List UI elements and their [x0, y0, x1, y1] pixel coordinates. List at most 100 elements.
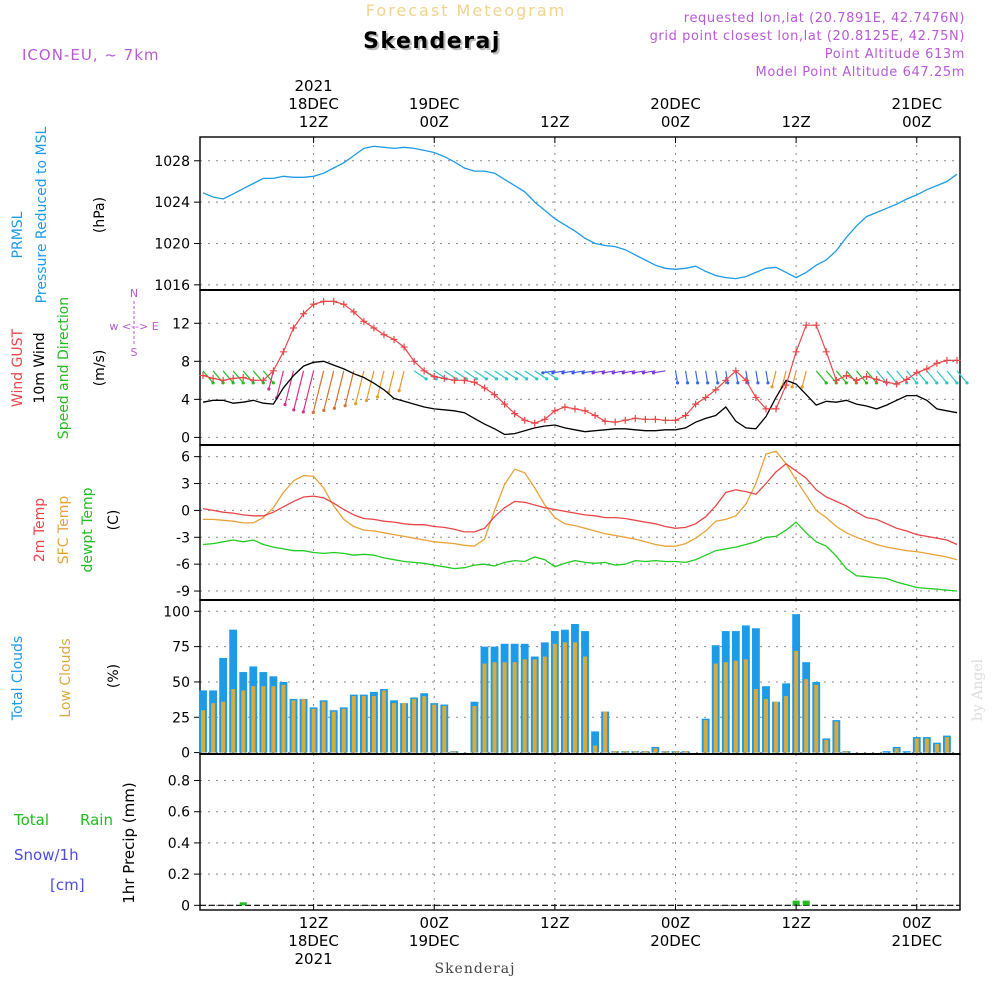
- low-cloud-bar: [934, 744, 939, 753]
- y-tick-label: 3: [181, 477, 190, 493]
- gust-marker: [199, 372, 207, 380]
- compass-n: N: [130, 287, 138, 300]
- gust-marker: [782, 381, 790, 389]
- low-cloud-bar: [492, 662, 497, 753]
- wind-arrow-head: [484, 377, 489, 381]
- wind-arrow-head: [561, 371, 565, 375]
- gust-marker: [842, 372, 850, 380]
- wind-arrow-head: [301, 410, 305, 414]
- y-tick-label: 1028: [154, 154, 190, 170]
- low-cloud-bar: [472, 705, 477, 753]
- low-cloud-bar: [703, 720, 708, 753]
- wind-arrow-head: [925, 381, 929, 385]
- wind-arrow-head: [525, 377, 529, 381]
- wind-arrow-head: [756, 381, 760, 385]
- gust-marker: [390, 335, 398, 343]
- wind-arrow-head: [311, 410, 315, 415]
- gust-marker: [732, 367, 740, 375]
- y-tick-label: 4: [181, 392, 190, 408]
- low-cloud-bar: [371, 696, 376, 753]
- wind-arrow: [504, 370, 517, 380]
- low-cloud-bar: [613, 751, 618, 753]
- wind-arrow: [886, 370, 898, 384]
- low-cloud-bar: [251, 686, 256, 753]
- cm-label: [cm]: [50, 876, 85, 894]
- bottom-time-label: 00Z: [420, 914, 449, 932]
- wind-arrow: [376, 370, 385, 397]
- gust-marker: [792, 348, 800, 356]
- gust-marker: [943, 356, 951, 364]
- low-cloud-bar: [944, 737, 949, 753]
- gust-marker: [863, 373, 871, 381]
- temp-2m-label: 2m Temp: [32, 498, 48, 562]
- y-tick-label: -3: [176, 530, 190, 546]
- wind-arrow-head: [651, 371, 656, 375]
- gust-marker: [470, 378, 478, 386]
- cloud-labels: Total Clouds Low Clouds (%): [10, 636, 122, 721]
- bottom-time-label: 00Z: [902, 914, 931, 932]
- wind-arrow: [572, 370, 586, 374]
- wind-arrow: [613, 370, 626, 374]
- gust-marker: [641, 415, 649, 423]
- wind-arrow-head: [611, 371, 615, 375]
- temp-sfc-label: SFC Temp: [56, 496, 72, 565]
- wind-arrow-head: [800, 385, 804, 389]
- top-time-label: 12Z: [540, 113, 569, 131]
- y-tick-label: 25: [172, 710, 190, 726]
- low-cloud-bar: [844, 751, 849, 753]
- wind-arrow: [835, 370, 847, 384]
- top-time-label: 00Z: [902, 113, 931, 131]
- y-tick-label: 50: [172, 675, 190, 691]
- low-cloud-bar: [924, 738, 929, 753]
- wind-arrow-head: [581, 371, 585, 375]
- wind-arrow-head: [955, 381, 959, 385]
- gust-marker: [531, 419, 539, 427]
- wind-arrow-head: [434, 377, 438, 381]
- top-time-label: 18DEC: [288, 95, 339, 113]
- wind-arrow-head: [231, 381, 235, 385]
- y-tick-label: 0: [181, 430, 190, 446]
- wind-arrow-head: [515, 377, 519, 381]
- y-tick-label: -9: [176, 584, 190, 600]
- forecast-meteogram-title: Forecast Meteogram: [366, 1, 566, 20]
- low-cloud-bar: [743, 659, 748, 753]
- rain-bar: [792, 900, 800, 906]
- low-cloud-bar: [402, 703, 407, 753]
- top-time-label: 19DEC: [409, 95, 460, 113]
- panel-clouds: 0 25 50 75 100: [163, 599, 961, 762]
- wind-arrow: [268, 370, 274, 390]
- wind-arrow-head: [844, 381, 848, 385]
- gust-marker: [360, 317, 368, 325]
- y-tick-label: 8: [181, 354, 190, 370]
- wind-unit: (m/s): [92, 350, 108, 387]
- low-clouds-label: Low Clouds: [58, 638, 74, 717]
- wind-arrow-head: [474, 377, 478, 381]
- low-cloud-bar: [221, 701, 226, 753]
- wind-arrow-head: [464, 377, 468, 381]
- low-cloud-bar: [422, 696, 427, 753]
- low-cloud-bar: [211, 703, 216, 753]
- low-cloud-bar: [381, 690, 386, 753]
- wind-arrow-head: [322, 408, 326, 412]
- wind-direction-arrows: [202, 370, 969, 415]
- y-tick-label: 100: [163, 604, 190, 620]
- bottom-time-label: 19DEC: [409, 932, 460, 950]
- bottom-time-label: 12Z: [299, 914, 328, 932]
- footer-location: Skenderaj: [434, 961, 515, 977]
- wind-arrow: [365, 370, 375, 401]
- wind-arrow: [542, 370, 555, 374]
- wind-arrow: [514, 370, 527, 380]
- wind-arrow: [623, 370, 636, 374]
- wind-arrow-head: [343, 404, 347, 408]
- gust-marker: [521, 416, 529, 424]
- wind-arrow-head: [571, 371, 575, 375]
- model-point-altitude: Model Point Altitude 647.25m: [756, 65, 965, 80]
- gust-marker: [913, 369, 921, 377]
- gust-marker: [581, 407, 589, 415]
- location-title: Skenderaj: [363, 29, 501, 54]
- wind-arrow-head: [824, 381, 828, 385]
- low-cloud-bar: [572, 642, 577, 753]
- cloud-unit: (%): [106, 664, 122, 688]
- wind-arrow: [936, 370, 948, 384]
